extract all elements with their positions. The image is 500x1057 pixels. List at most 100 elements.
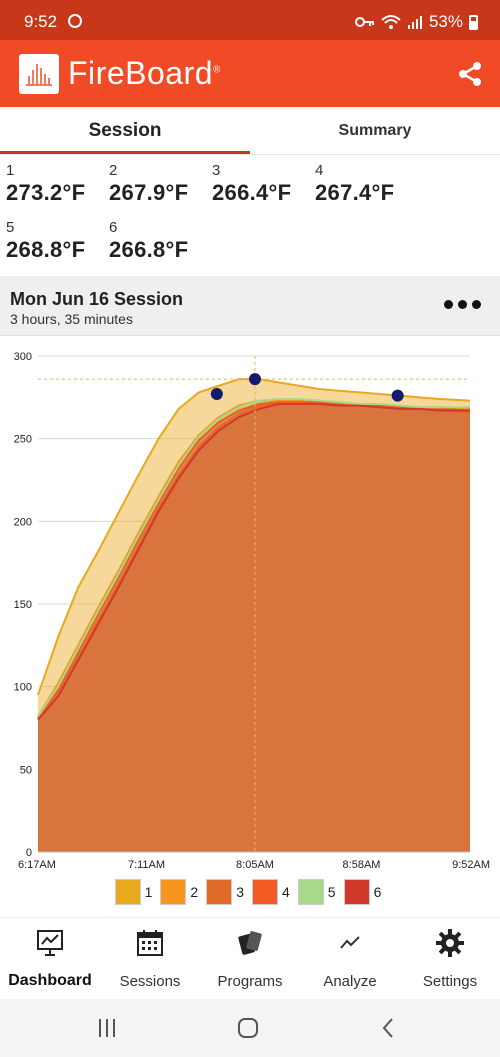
back-icon[interactable] <box>374 1013 404 1043</box>
legend-item-2[interactable]: 2 <box>160 879 198 905</box>
probe-number: 1 <box>6 162 15 179</box>
legend-swatch <box>114 879 141 905</box>
probe-temperature: 267.9°F <box>109 180 189 205</box>
legend-label: 1 <box>144 884 153 900</box>
recent-apps-icon[interactable] <box>92 1013 122 1043</box>
signal-icon <box>407 16 422 29</box>
tab-session[interactable]: Session <box>88 120 162 141</box>
nav-label: Settings <box>422 973 478 990</box>
probe-3[interactable]: 3 266.4°F <box>212 162 316 212</box>
temperature-chart[interactable]: 0 50 100 150 200 250 300 6:17AM 7:11AM 8:05AM 8:58… <box>0 340 500 870</box>
tab-divider <box>0 154 500 155</box>
nav-sessions[interactable]: Sessions <box>100 918 200 1000</box>
series-line-4 <box>37 401 471 719</box>
probe-temperature: 273.2°F <box>6 180 86 205</box>
probe-1[interactable]: 1 273.2°F <box>6 162 110 212</box>
legend-item-1[interactable]: 1 <box>114 879 153 905</box>
chart-marker-2 <box>249 373 262 386</box>
notification-icon <box>68 14 82 28</box>
x-tick-label: 9:52AM <box>452 859 490 870</box>
y-tick-label: 0 <box>26 847 32 859</box>
series-base-area <box>38 402 470 852</box>
nav-analyze[interactable]: Analyze <box>300 918 400 1000</box>
legend-item-4[interactable]: 4 <box>252 879 290 905</box>
nav-label: Sessions <box>119 973 181 990</box>
battery-percent: 53% <box>428 12 463 31</box>
x-tick-label: 8:58AM <box>343 859 381 870</box>
chart-marker-3 <box>391 389 404 402</box>
nav-label: Programs <box>217 973 283 990</box>
probe-2[interactable]: 2 267.9°F <box>109 162 213 212</box>
legend-item-6[interactable]: 6 <box>343 879 382 905</box>
legend-swatch <box>252 879 278 905</box>
probe-number: 3 <box>212 162 221 179</box>
session-title: Mon Jun 16 Session <box>10 289 184 309</box>
status-bar: 9:52 53% <box>0 0 500 40</box>
legend-label: 6 <box>373 884 382 900</box>
x-tick-label: 7:11AM <box>128 859 165 870</box>
chart-legend: 1 2 3 4 5 6 <box>0 878 500 906</box>
status-indicators: 53% <box>354 12 478 32</box>
programs-icon <box>238 931 262 955</box>
home-icon[interactable] <box>233 1013 263 1043</box>
x-tick-label: 8:05AM <box>236 859 274 870</box>
probe-temperature: 268.8°F <box>6 237 86 262</box>
probe-readings: 1 273.2°F 2 267.9°F 3 266.4°F 4 267.4°F … <box>0 158 500 274</box>
legend-swatch <box>206 879 233 905</box>
app-bar: FireBoard® <box>0 40 500 107</box>
wifi-icon <box>381 15 401 29</box>
session-duration: 3 hours, 35 minutes <box>10 311 133 327</box>
system-navigation-bar <box>0 999 500 1057</box>
legend-label: 4 <box>282 884 290 900</box>
gear-icon <box>436 929 464 957</box>
probe-5[interactable]: 5 268.8°F <box>6 219 110 269</box>
series-line-5 <box>37 397 470 717</box>
y-tick-label: 150 <box>14 599 32 611</box>
y-tick-label: 200 <box>14 516 32 528</box>
y-tick-label: 100 <box>14 682 32 694</box>
chart-marker-1 <box>210 388 223 401</box>
probe-temperature: 267.4°F <box>315 180 395 205</box>
legend-swatch <box>297 879 324 905</box>
nav-label: Dashboard <box>8 972 92 989</box>
tab-summary[interactable]: Summary <box>338 122 412 139</box>
nav-settings[interactable]: Settings <box>400 918 500 1000</box>
tab-indicator <box>0 151 250 154</box>
more-options-icon[interactable] <box>444 296 482 312</box>
series-line-6 <box>37 402 470 721</box>
y-tick-label: 50 <box>20 764 32 776</box>
trend-icon <box>340 936 360 949</box>
probe-6[interactable]: 6 266.8°F <box>109 219 213 269</box>
probe-number: 6 <box>109 219 118 236</box>
share-icon[interactable] <box>456 60 484 88</box>
fireboard-logo-icon <box>19 54 59 94</box>
probe-temperature: 266.4°F <box>212 180 292 205</box>
session-tabs: Session Summary <box>0 107 500 155</box>
legend-swatch <box>343 879 370 905</box>
nav-programs[interactable]: Programs <box>200 918 300 1000</box>
nav-dashboard[interactable]: Dashboard <box>0 918 100 1000</box>
probe-number: 5 <box>6 219 15 236</box>
bottom-navigation: Dashboard Sessions Programs Analyze <box>0 917 500 999</box>
app-title: FireBoard® <box>68 55 221 91</box>
key-icon <box>354 17 374 27</box>
status-time: 9:52 <box>24 12 58 31</box>
probe-temperature: 266.8°F <box>109 237 189 262</box>
probe-4[interactable]: 4 267.4°F <box>315 162 419 212</box>
legend-item-3[interactable]: 3 <box>206 879 244 905</box>
battery-icon <box>469 14 478 30</box>
legend-label: 2 <box>190 884 199 900</box>
session-header: Mon Jun 16 Session 3 hours, 35 minutes <box>0 276 500 336</box>
nav-label: Analyze <box>323 973 377 990</box>
legend-label: 3 <box>236 884 244 900</box>
dashboard-icon <box>37 930 63 956</box>
y-tick-label: 250 <box>14 434 32 446</box>
y-tick-label: 300 <box>14 351 32 363</box>
legend-item-5[interactable]: 5 <box>297 879 336 905</box>
calendar-icon <box>137 930 163 956</box>
probe-number: 2 <box>109 162 118 179</box>
legend-swatch <box>160 879 187 905</box>
chart-svg: 0 50 100 150 200 250 300 6:17AM 7:11AM 8:05AM 8:58… <box>14 351 490 870</box>
probe-number: 4 <box>315 162 324 179</box>
x-tick-label: 6:17AM <box>18 859 56 870</box>
